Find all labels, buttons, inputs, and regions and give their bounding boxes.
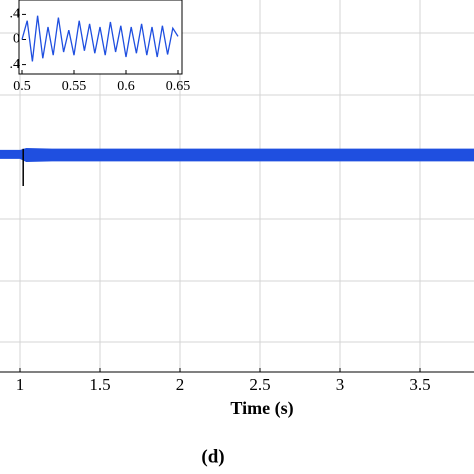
x-tick-label: 3.5 [409,375,430,394]
x-tick-label: 3 [336,375,345,394]
y-tick-label: 0 [13,32,20,47]
band-fill [0,148,474,162]
series-line [0,148,474,152]
x-tick-label: 0.55 [62,79,87,94]
x-tick-label: 0.65 [166,79,191,94]
x-tick-label: 1 [16,375,25,394]
inset-plot: 0.5 0.55 0.6 0.65 .4 0 .4 [10,7,191,95]
caption: (d) [201,446,224,467]
x-tick-label: 0.6 [117,79,135,94]
series-line [0,157,474,162]
x-tick-label: 0.5 [13,79,31,94]
y-tick-label: .4 [10,57,21,72]
inset-frame [18,0,183,75]
series-line [21,15,179,62]
x-tick-label: 1.5 [89,375,110,394]
x-axis-label: Time (s) [230,398,293,419]
y-tick-label: .4 [10,7,21,22]
x-tick-label: 2.5 [249,375,270,394]
main-plot: 1 1.5 2 2.5 3 3.5 [0,0,474,394]
x-tick-label: 2 [176,375,185,394]
